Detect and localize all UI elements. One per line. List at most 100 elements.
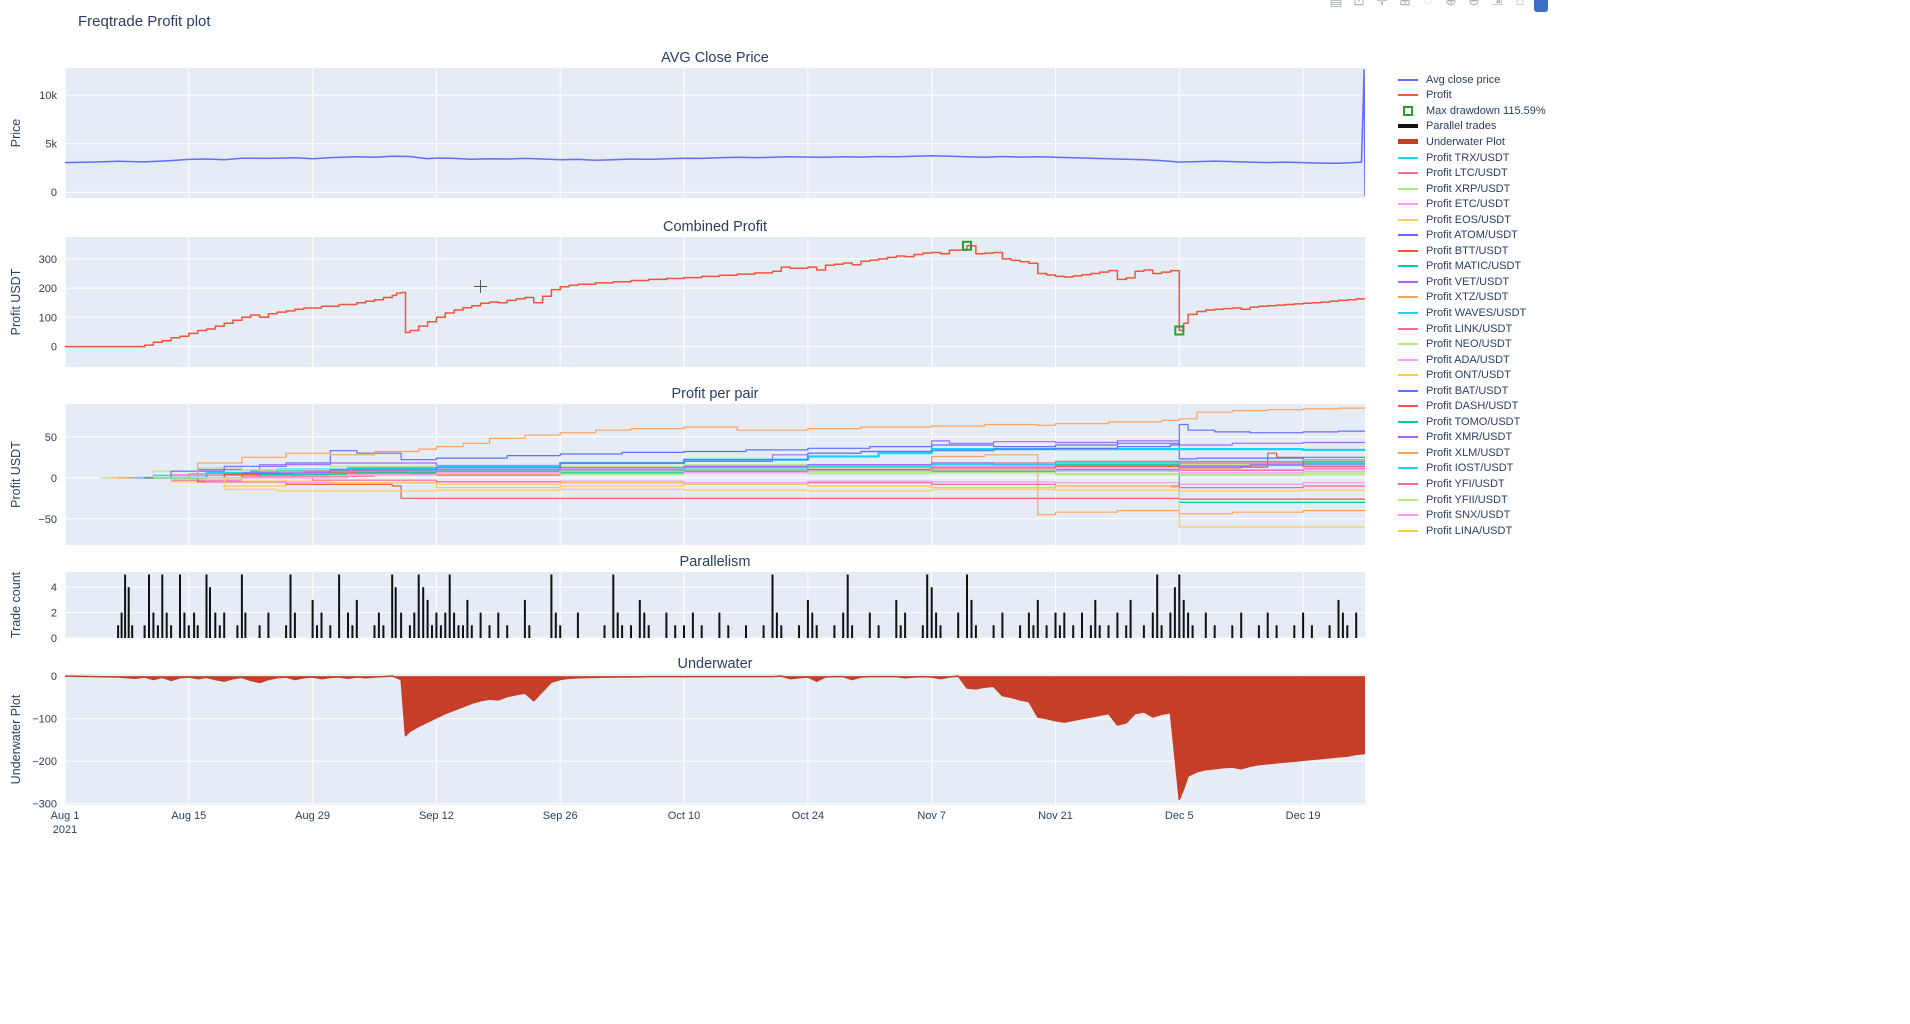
plotly-logo-icon[interactable] (1534, 0, 1548, 12)
legend-item-profit-neo-usdt[interactable]: Profit NEO/USDT (1398, 336, 1546, 352)
legend-item-profit-ltc-usdt[interactable]: Profit LTC/USDT (1398, 165, 1546, 181)
x-tick-label: Sep 26 (543, 810, 578, 822)
legend-item-profit-xlm-usdt[interactable]: Profit XLM/USDT (1398, 445, 1546, 461)
legend-label: Profit (1426, 89, 1452, 102)
legend-item-profit-xtz-usdt[interactable]: Profit XTZ/USDT (1398, 290, 1546, 306)
parallel-trades-bar (1081, 612, 1083, 638)
autoscale-icon[interactable]: ⇲ (1491, 0, 1503, 8)
plot-drag-area-3[interactable] (65, 572, 1365, 638)
parallel-trades-bar (939, 625, 942, 638)
parallel-trades-bar (1310, 625, 1313, 638)
parallel-trades-bar (851, 625, 854, 638)
legend-swatch-icon (1398, 498, 1418, 501)
parallel-trades-bar (431, 625, 433, 638)
parallel-trades-bar (152, 612, 155, 638)
y-tick-label: 4 (51, 582, 57, 594)
y-tick-label: −100 (32, 714, 57, 726)
legend-item-underwater-plot[interactable]: Underwater Plot (1398, 134, 1546, 150)
parallel-trades-bar (193, 612, 196, 638)
parallel-trades-bar (899, 625, 902, 638)
zoom-icon[interactable]: ⊡ (1353, 0, 1365, 8)
legend-label: Profit NEO/USDT (1426, 338, 1512, 351)
parallel-trades-bar (895, 599, 898, 638)
legend-item-avg-close-price[interactable]: Avg close price (1398, 72, 1546, 88)
parallel-trades-bar (576, 612, 579, 638)
box-select-icon[interactable]: ⊞ (1399, 0, 1411, 8)
legend-item-profit-snx-usdt[interactable]: Profit SNX/USDT (1398, 507, 1546, 523)
parallel-trades-bar (329, 625, 332, 638)
legend-item-profit-vet-usdt[interactable]: Profit VET/USDT (1398, 274, 1546, 290)
y-tick-label: −200 (32, 756, 57, 768)
parallel-trades-bar (727, 625, 730, 638)
zoom-out-icon[interactable]: ⊖ (1468, 0, 1480, 8)
legend-item-profit-tomo-usdt[interactable]: Profit TOMO/USDT (1398, 414, 1546, 430)
legend-item-max-drawdown-115-59-[interactable]: Max drawdown 115.59% (1398, 103, 1546, 119)
plot-drag-area-0[interactable] (65, 68, 1365, 198)
download-plot-icon[interactable]: ▤ (1329, 0, 1343, 8)
series-profit (65, 245, 1365, 348)
x-tick-label: Aug 15 (171, 810, 206, 822)
lasso-select-icon[interactable]: ◌ (1423, 0, 1433, 8)
legend-label: Avg close price (1426, 73, 1501, 86)
legend-item-profit-etc-usdt[interactable]: Profit ETC/USDT (1398, 196, 1546, 212)
series-profit-xlm-usdt (153, 407, 1365, 479)
legend-item-profit-yfii-usdt[interactable]: Profit YFII/USDT (1398, 492, 1546, 508)
parallel-trades-bar (187, 625, 190, 638)
parallel-trades-bar (833, 625, 836, 638)
legend-item-profit-eos-usdt[interactable]: Profit EOS/USDT (1398, 212, 1546, 228)
parallel-trades-bar (205, 574, 208, 638)
parallel-trades-bar (426, 599, 429, 638)
y-tick-label: 100 (39, 312, 57, 324)
legend-item-profit-ada-usdt[interactable]: Profit ADA/USDT (1398, 352, 1546, 368)
legend-item-profit-matic-usdt[interactable]: Profit MATIC/USDT (1398, 259, 1546, 275)
legend-item-profit-link-usdt[interactable]: Profit LINK/USDT (1398, 321, 1546, 337)
parallel-trades-bar (846, 574, 849, 638)
parallel-trades-bar (285, 625, 288, 638)
legend-item-profit[interactable]: Profit (1398, 88, 1546, 104)
parallel-trades-bar (209, 587, 211, 638)
parallel-trades-bar (457, 625, 460, 638)
legend-item-profit-dash-usdt[interactable]: Profit DASH/USDT (1398, 398, 1546, 414)
parallel-trades-bar (1191, 625, 1194, 638)
plot-drag-area-1[interactable] (65, 237, 1365, 367)
parallel-trades-bar (974, 625, 977, 638)
legend-item-profit-atom-usdt[interactable]: Profit ATOM/USDT (1398, 227, 1546, 243)
parallel-trades-bar (417, 574, 420, 638)
legend-label: Profit XLM/USDT (1426, 446, 1511, 459)
legend-label: Profit WAVES/USDT (1426, 306, 1527, 319)
legend-label: Profit YFII/USDT (1426, 493, 1508, 506)
pan-icon[interactable]: ✛ (1376, 0, 1388, 8)
legend-item-profit-waves-usdt[interactable]: Profit WAVES/USDT (1398, 305, 1546, 321)
parallel-trades-bar (1094, 599, 1097, 638)
max-drawdown-marker-icon (1403, 105, 1413, 116)
zoom-in-icon[interactable]: ⊕ (1445, 0, 1457, 8)
legend-item-profit-ont-usdt[interactable]: Profit ONT/USDT (1398, 367, 1546, 383)
parallel-trades-bar (1266, 612, 1269, 638)
parallel-trades-bar (1089, 625, 1092, 638)
parallel-trades-bar (992, 625, 995, 638)
legend-item-profit-iost-usdt[interactable]: Profit IOST/USDT (1398, 461, 1546, 477)
legend-item-profit-xmr-usdt[interactable]: Profit XMR/USDT (1398, 430, 1546, 446)
parallel-trades-bar (394, 587, 397, 638)
y-tick-label: 5k (45, 139, 57, 151)
parallel-trades-bar (448, 574, 451, 638)
parallel-trades-bar (1178, 574, 1181, 638)
legend-label: Profit ADA/USDT (1426, 353, 1510, 366)
legend-label: Profit IOST/USDT (1426, 462, 1514, 475)
reset-axes-icon[interactable]: ⌂ (1515, 0, 1525, 8)
parallel-trades-bar (1054, 612, 1057, 638)
legend-item-profit-bat-usdt[interactable]: Profit BAT/USDT (1398, 383, 1546, 399)
legend-swatch-icon (1398, 234, 1418, 237)
legend-item-parallel-trades[interactable]: Parallel trades (1398, 119, 1546, 135)
legend-item-profit-xrp-usdt[interactable]: Profit XRP/USDT (1398, 181, 1546, 197)
parallel-trades-bar (1293, 625, 1296, 638)
parallel-trades-bar (165, 612, 168, 638)
parallel-trades-bar (400, 612, 403, 638)
legend-item-profit-trx-usdt[interactable]: Profit TRX/USDT (1398, 150, 1546, 166)
legend-item-profit-lina-usdt[interactable]: Profit LINA/USDT (1398, 523, 1546, 539)
parallel-trades-bar (762, 625, 765, 638)
legend-item-profit-yfi-usdt[interactable]: Profit YFI/USDT (1398, 476, 1546, 492)
legend-item-profit-btt-usdt[interactable]: Profit BTT/USDT (1398, 243, 1546, 259)
parallel-trades-bar (643, 612, 646, 638)
